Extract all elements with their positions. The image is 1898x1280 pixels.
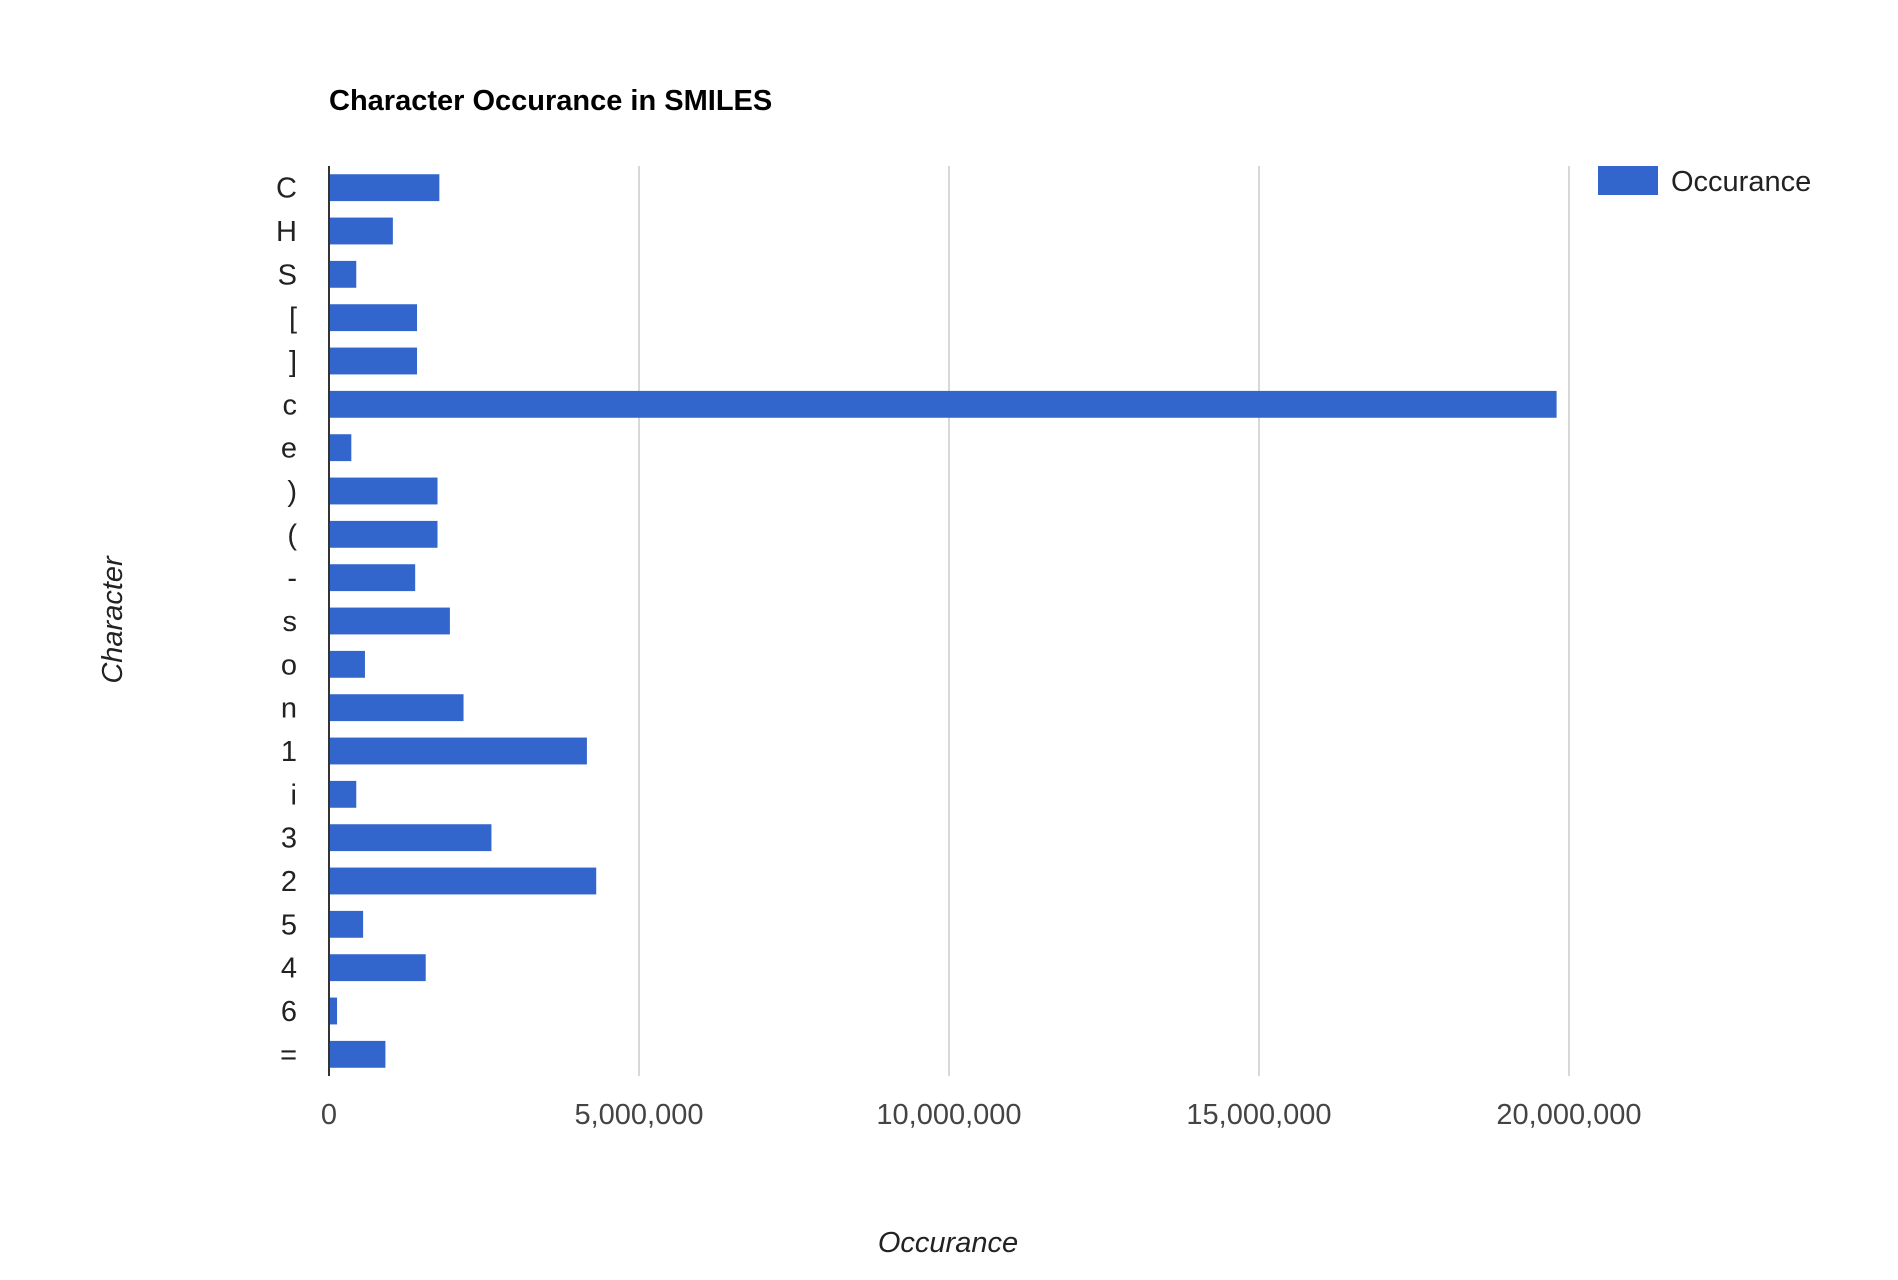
bar-4[interactable] — [329, 347, 418, 375]
x-tick-label: 10,000,000 — [876, 1099, 1021, 1131]
y-tick-label: ) — [287, 476, 297, 508]
chart-title: Character Occurance in SMILES — [329, 85, 772, 117]
y-tick-label: H — [276, 216, 297, 248]
bar-0[interactable] — [329, 174, 440, 202]
bar-15[interactable] — [329, 824, 492, 852]
bar-17[interactable] — [329, 910, 364, 938]
y-tick-label: 6 — [281, 996, 297, 1028]
x-tick-labels: 0 5,000,000 10,000,000 15,000,000 20,000,000 — [321, 1099, 1642, 1131]
y-tick-label: 5 — [281, 909, 297, 941]
y-tick-label: C — [276, 173, 297, 205]
bar-8[interactable] — [329, 520, 438, 548]
bar-9[interactable] — [329, 564, 416, 592]
y-tick-label: 1 — [281, 736, 297, 768]
bar-3[interactable] — [329, 304, 418, 332]
bar-16[interactable] — [329, 867, 597, 895]
bar-18[interactable] — [329, 954, 426, 982]
x-tick-label: 20,000,000 — [1496, 1099, 1641, 1131]
bar-13[interactable] — [329, 737, 587, 765]
bar-2[interactable] — [329, 260, 357, 288]
gridlines — [638, 166, 1570, 1076]
y-tick-label: n — [281, 693, 297, 725]
x-tick-label: 15,000,000 — [1186, 1099, 1331, 1131]
y-tick-label: 2 — [281, 866, 297, 898]
y-tick-labels: CHS [] ce) ( - son 1 i 3 2 5 4 6 = — [276, 173, 297, 1072]
y-tick-label: ] — [289, 346, 297, 378]
y-tick-label: i — [291, 779, 297, 811]
legend-label: Occurance — [1671, 166, 1811, 198]
x-axis-title: Occurance — [878, 1227, 1018, 1259]
y-tick-label: c — [283, 389, 298, 421]
x-tick-label: 5,000,000 — [574, 1099, 703, 1131]
x-tick-label: 0 — [321, 1099, 337, 1131]
y-tick-label: S — [278, 259, 297, 291]
bar-10[interactable] — [329, 607, 450, 635]
bar-1[interactable] — [329, 217, 393, 245]
bar-20[interactable] — [329, 1040, 386, 1068]
y-tick-label: ( — [287, 519, 297, 551]
bar-14[interactable] — [329, 780, 357, 808]
legend: Occurance — [1598, 166, 1811, 198]
bar-5[interactable] — [329, 390, 1557, 418]
legend-swatch — [1598, 166, 1658, 195]
bar-11[interactable] — [329, 650, 365, 678]
y-tick-label: = — [280, 1039, 297, 1071]
bar-19[interactable] — [329, 997, 338, 1025]
y-tick-label: s — [283, 606, 298, 638]
bar-12[interactable] — [329, 694, 464, 722]
y-tick-label: 4 — [281, 953, 297, 985]
y-tick-label: e — [281, 433, 297, 465]
y-axis-title: Character — [97, 555, 129, 684]
y-tick-label: - — [287, 563, 297, 595]
bar-6[interactable] — [329, 434, 352, 462]
y-tick-label: 3 — [281, 823, 297, 855]
y-tick-label: o — [281, 649, 297, 681]
bars — [329, 174, 1557, 1068]
bar-7[interactable] — [329, 477, 438, 505]
y-tick-label: [ — [289, 303, 297, 335]
